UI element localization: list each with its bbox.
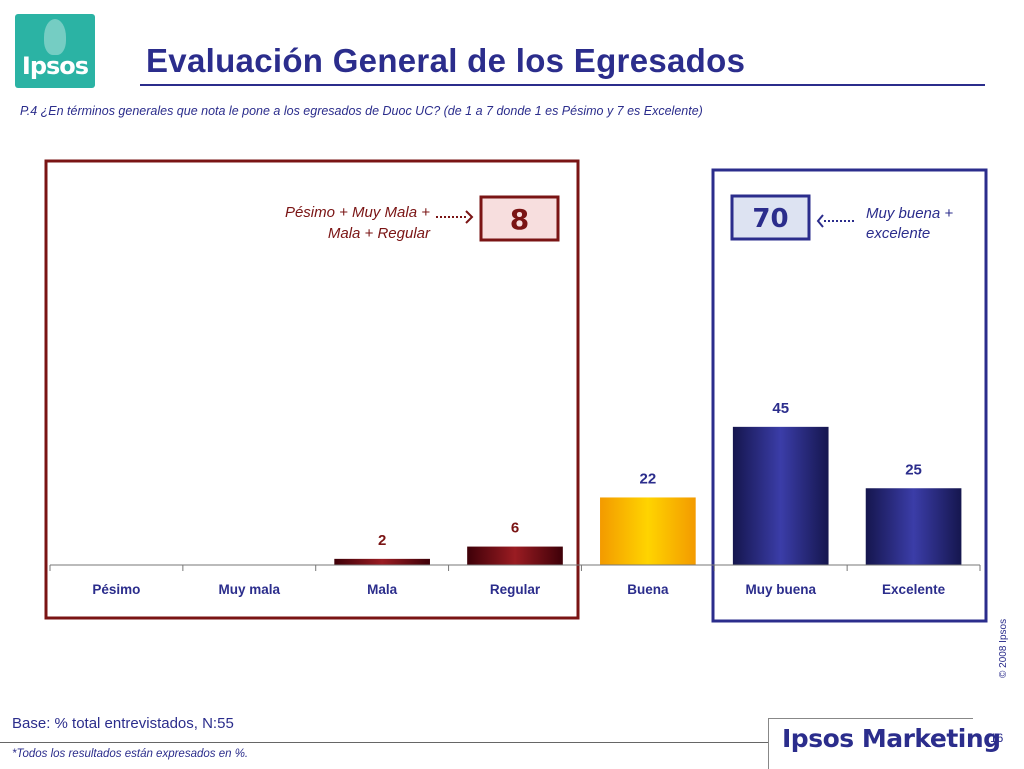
positive-summary-label-line1: Muy buena + [866,205,953,222]
base-text: Base: % total entrevistados, N:55 [12,715,234,732]
brand-frame [768,718,973,769]
x-tick-label: Muy buena [745,582,816,597]
data-label: 22 [640,470,657,487]
positive-summary-label-line2: excelente [866,225,930,242]
negative-summary-value: 8 [510,203,529,236]
page-number: 16 [990,731,1004,745]
x-tick-label: Excelente [882,582,946,597]
negative-summary-label-line1: Pésimo + Muy Mala + [285,204,430,221]
title-divider [140,84,985,86]
data-label: 2 [378,532,386,549]
data-label: 6 [511,520,519,537]
left-arrow-icon [816,214,856,228]
x-tick-label: Mala [367,582,398,597]
bar [467,546,563,565]
bar [865,488,962,565]
footnote-text: *Todos los resultados están expresados e… [12,748,249,760]
positive-summary-value: 70 [752,204,788,234]
copyright-text: © 2008 Ipsos [998,618,1009,678]
data-label: 25 [905,461,922,478]
bar [600,497,696,565]
question-text: P.4 ¿En términos generales que nota le p… [20,104,703,118]
right-arrow-icon [436,210,474,224]
ipsos-logo: Ipsos [15,14,95,88]
bar [334,558,430,565]
positive-summary-box [730,194,811,241]
negative-summary-box [479,195,560,242]
x-tick-label: Buena [627,582,669,597]
data-label: 45 [772,400,789,417]
negative-group-frame [44,159,580,620]
brand-logo: Ipsos Marketing [782,724,1001,753]
bars-layer: 2 6 22 45 25 [334,400,962,565]
negative-summary-label-line2: Mala + Regular [328,225,431,242]
x-tick-label: Muy mala [219,582,281,597]
bar [732,426,829,565]
logo-head-icon [44,19,66,55]
footer-divider [0,742,768,743]
logo-text: Ipsos [21,52,89,80]
x-tick-label: Pésimo [92,582,140,597]
ticks-layer: Pésimo Muy mala Mala Regular Buena Muy buena E… [49,565,981,597]
page-title: Evaluación General de los Egresados [146,42,746,79]
positive-group-frame [711,168,988,623]
x-tick-label: Regular [490,582,541,597]
